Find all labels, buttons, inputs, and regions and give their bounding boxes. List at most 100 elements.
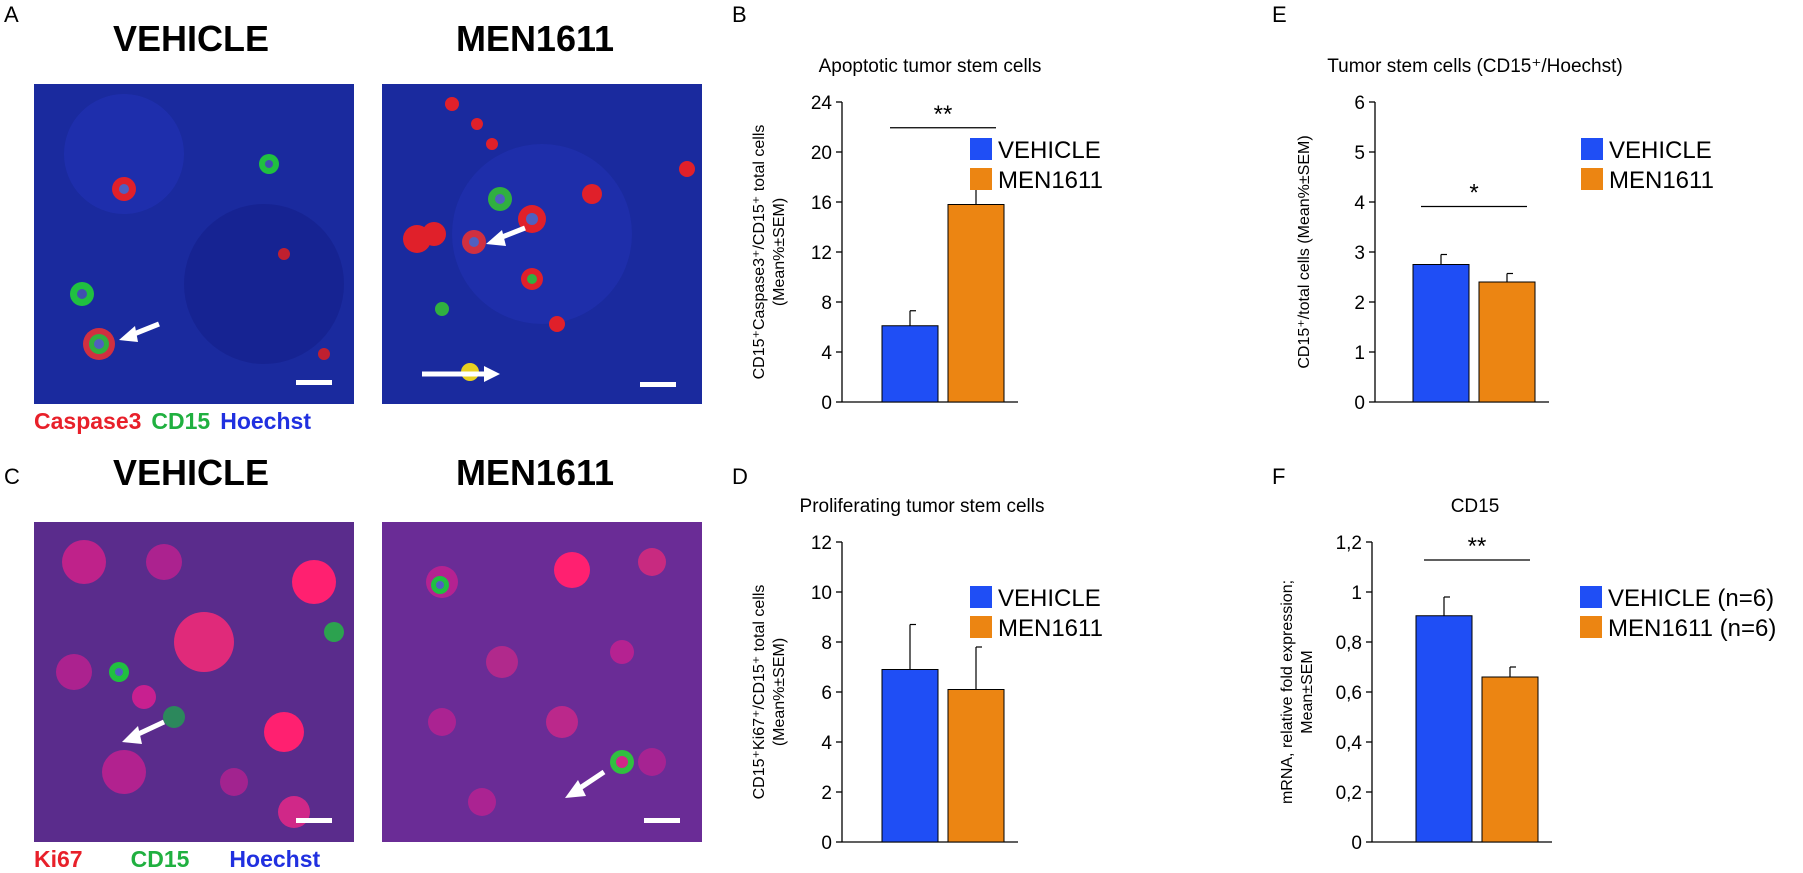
y-tick-label: 0,6 <box>1336 683 1362 704</box>
y-axis-label-line: CD15⁺Caspase3⁺/CD15⁺ total cells <box>751 125 768 380</box>
y-axis-label-line: (Mean%±SEM) <box>771 638 788 746</box>
y-axis-label-line: CD15⁺/total cells (Mean%±SEM) <box>1296 135 1313 368</box>
condition-title-c-men1611: MEN1611 <box>455 452 615 493</box>
legend-swatch <box>1581 138 1603 160</box>
y-tick-label: 24 <box>811 93 833 114</box>
y-tick-label: 0,2 <box>1336 783 1362 804</box>
panel-label-c: C <box>4 464 20 489</box>
y-tick-label: 1 <box>1354 343 1365 364</box>
stain-label-red: Ki67 <box>34 846 83 872</box>
y-axis-label-line: Mean±SEM <box>1299 650 1316 733</box>
micrograph-a-men1611 <box>382 84 702 404</box>
legend-label: MEN1611 (n=6) <box>1608 615 1776 642</box>
y-tick-label: 5 <box>1354 143 1365 164</box>
chart-b: Apoptotic tumor stem cells CD15⁺Caspase3⁺… <box>751 56 1103 414</box>
legend-swatch <box>970 168 992 190</box>
stain-label-green: CD15 <box>130 846 190 872</box>
bar-vehicle <box>1412 264 1470 403</box>
chart-e: Tumor stem cells (CD15⁺/Hoechst) CD15⁺/to… <box>1296 56 1714 414</box>
y-tick-label: 0 <box>821 833 832 854</box>
legend-swatch <box>1580 616 1602 638</box>
panel-label-e: E <box>1272 2 1287 27</box>
chart-title: Proliferating tumor stem cells <box>800 496 1045 517</box>
scale-bar <box>644 818 680 823</box>
legend-label: VEHICLE <box>1609 137 1712 164</box>
legend-label: MEN1611 <box>1609 167 1714 194</box>
legend-label: VEHICLE <box>998 585 1101 612</box>
bar-men1611 <box>1481 676 1539 843</box>
legend-swatch <box>970 616 992 638</box>
stain-legend-a: Caspase3 CD15 Hoechst <box>34 408 321 435</box>
micrograph-c-vehicle <box>34 522 354 842</box>
stain-legend-c: Ki67 CD15 Hoechst <box>34 846 330 873</box>
arrow-icon <box>122 726 142 744</box>
chart-d: Proliferating tumor stem cells CD15⁺Ki67⁺… <box>751 496 1103 854</box>
condition-title-a-men1611: MEN1611 <box>455 18 615 59</box>
y-tick-label: 1,2 <box>1336 533 1362 554</box>
y-tick-label: 0 <box>1354 393 1365 414</box>
chart-title: Tumor stem cells (CD15⁺/Hoechst) <box>1327 56 1622 77</box>
bar-vehicle <box>881 325 939 403</box>
significance-marker: ** <box>1468 533 1487 560</box>
significance-marker: * <box>1469 180 1478 207</box>
y-axis-label: mRNA, relative fold expression; Mean±SEM <box>1279 580 1316 804</box>
y-tick-label: 8 <box>821 293 832 314</box>
y-tick-label: 20 <box>811 143 832 164</box>
legend-swatch <box>970 138 992 160</box>
y-axis-label: CD15⁺Caspase3⁺/CD15⁺ total cells (Mean%±S… <box>751 125 788 380</box>
bar-vehicle <box>881 669 939 843</box>
micrograph-c-men1611 <box>382 522 702 842</box>
arrow-icon <box>565 780 586 798</box>
stain-label-red: Caspase3 <box>34 408 142 434</box>
y-tick-label: 0 <box>821 393 832 414</box>
y-tick-label: 4 <box>821 343 832 364</box>
y-tick-label: 12 <box>811 243 832 264</box>
y-tick-label: 0,8 <box>1336 633 1362 654</box>
y-tick-label: 12 <box>811 533 832 554</box>
legend-label: MEN1611 <box>998 167 1103 194</box>
y-tick-label: 2 <box>1354 293 1365 314</box>
arrow-icon <box>486 230 506 246</box>
y-tick-label: 0 <box>1351 833 1362 854</box>
y-tick-label: 4 <box>821 733 832 754</box>
y-tick-label: 1 <box>1351 583 1362 604</box>
chart-title: CD15 <box>1451 496 1500 517</box>
y-tick-label: 3 <box>1354 243 1365 264</box>
scale-bar <box>296 380 332 385</box>
panel-label-d: D <box>732 464 748 489</box>
legend-label: VEHICLE <box>998 137 1101 164</box>
arrow-icon <box>484 366 500 382</box>
chart-f: CD15 mRNA, relative fold expression; Mean±… <box>1279 496 1776 854</box>
legend-label: VEHICLE (n=6) <box>1608 585 1774 612</box>
bar-men1611 <box>947 689 1005 843</box>
stain-label-green: CD15 <box>151 408 211 434</box>
bar-vehicle <box>1415 615 1473 843</box>
condition-title-a-vehicle: VEHICLE <box>112 18 270 59</box>
y-tick-label: 0,4 <box>1336 733 1363 754</box>
y-tick-label: 4 <box>1354 193 1365 214</box>
y-axis-label-line: CD15⁺Ki67⁺/CD15⁺ total cells <box>751 585 768 800</box>
stain-label-blue: Hoechst <box>229 846 321 872</box>
y-tick-label: 2 <box>821 783 832 804</box>
y-tick-label: 6 <box>1354 93 1365 114</box>
panel-label-b: B <box>732 2 747 27</box>
y-axis-label-line: mRNA, relative fold expression; <box>1279 580 1296 804</box>
y-tick-label: 16 <box>811 193 832 214</box>
stain-label-blue: Hoechst <box>220 408 311 434</box>
legend-label: MEN1611 <box>998 615 1103 642</box>
y-tick-label: 8 <box>821 633 832 654</box>
micrograph-a-vehicle <box>34 84 354 404</box>
y-tick-label: 10 <box>811 583 832 604</box>
y-axis-label-line: (Mean%±SEM) <box>771 198 788 306</box>
arrow-icon <box>119 326 138 342</box>
chart-title: Apoptotic tumor stem cells <box>819 56 1042 77</box>
legend-swatch <box>1581 168 1603 190</box>
y-axis-label: CD15⁺/total cells (Mean%±SEM) <box>1296 135 1313 368</box>
scale-bar <box>296 818 332 823</box>
significance-marker: ** <box>934 101 953 128</box>
legend-swatch <box>970 586 992 608</box>
legend-swatch <box>1580 586 1602 608</box>
scale-bar <box>640 382 676 387</box>
y-tick-label: 6 <box>821 683 832 704</box>
